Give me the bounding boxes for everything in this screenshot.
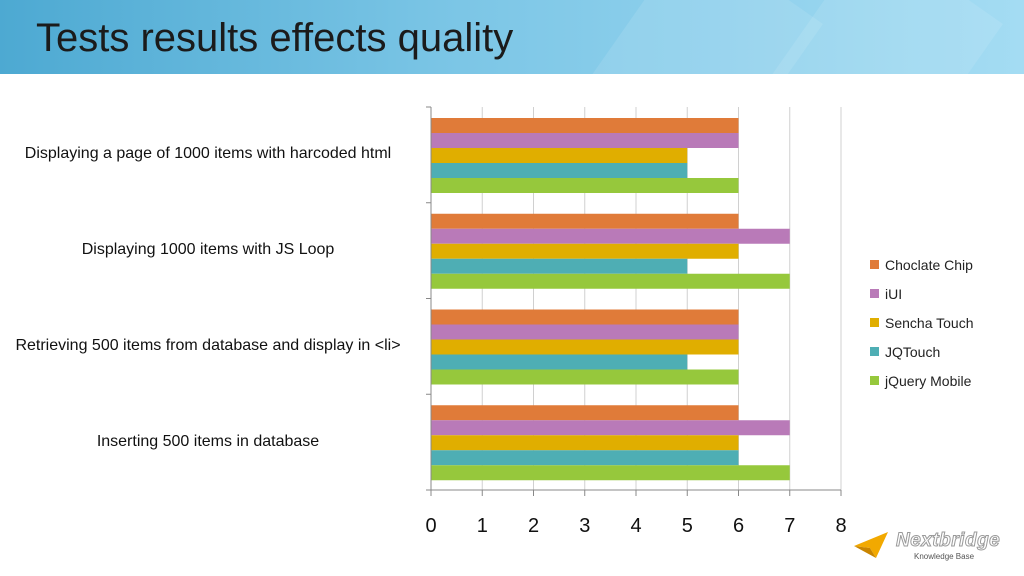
bar <box>431 354 688 370</box>
bar <box>431 465 790 481</box>
category-label: Displaying a page of 1000 items with har… <box>24 145 392 162</box>
bar <box>431 163 688 178</box>
category-label: Displaying 1000 items with JS Loop <box>81 241 335 258</box>
bar <box>431 148 688 163</box>
logo-tagline: Knowledge Base <box>914 552 975 561</box>
bar <box>431 420 790 436</box>
bar <box>431 213 739 229</box>
logo-wordmark: Nextbridge <box>895 530 1001 552</box>
bar <box>431 228 790 244</box>
x-tick-label: 8 <box>835 515 846 537</box>
bar <box>431 309 739 325</box>
bar <box>431 405 739 421</box>
bar <box>431 178 739 193</box>
legend-label: JQTouch <box>885 343 941 360</box>
legend-item: Sencha Touch <box>870 308 973 337</box>
x-tick-label: 3 <box>579 515 590 537</box>
slide-title: Tests results effects quality <box>36 16 514 60</box>
bar <box>431 339 739 355</box>
x-tick-label: 0 <box>425 515 436 537</box>
bar <box>431 273 790 289</box>
legend-label: Sencha Touch <box>885 314 974 331</box>
bar <box>431 118 739 133</box>
legend-item: jQuery Mobile <box>870 366 973 395</box>
x-tick-label: 2 <box>528 515 539 537</box>
bar <box>431 133 739 148</box>
bar <box>431 450 739 466</box>
legend-swatch <box>870 260 879 269</box>
x-tick-label: 5 <box>682 515 693 537</box>
x-tick-label: 1 <box>477 515 488 537</box>
legend-item: iUI <box>870 279 973 308</box>
bar <box>431 258 688 274</box>
nextbridge-logo: Nextbridge Knowledge Base <box>852 526 1012 564</box>
logo-arrow-icon <box>854 532 888 558</box>
chart-legend: Choclate Chip iUI Sencha Touch JQTouch jQuer… <box>870 250 973 395</box>
bar <box>431 324 739 340</box>
legend-label: jQuery Mobile <box>885 372 972 389</box>
legend-item: Choclate Chip <box>870 250 973 279</box>
x-tick-label: 4 <box>630 515 641 537</box>
legend-swatch <box>870 347 879 356</box>
legend-label: iUI <box>885 285 903 302</box>
category-label: Retrieving 500 items from database and d… <box>15 337 401 354</box>
legend-swatch <box>870 289 879 298</box>
category-label: Inserting 500 items in database <box>96 433 320 450</box>
legend-swatch <box>870 318 879 327</box>
legend-item: JQTouch <box>870 337 973 366</box>
legend-label: Choclate Chip <box>885 256 973 273</box>
x-tick-label: 6 <box>733 515 744 537</box>
legend-swatch <box>870 376 879 385</box>
bar <box>431 369 739 385</box>
x-tick-label: 7 <box>784 515 795 537</box>
slide-header: Tests results effects quality <box>0 0 1024 74</box>
bar <box>431 435 739 451</box>
bar <box>431 243 739 259</box>
